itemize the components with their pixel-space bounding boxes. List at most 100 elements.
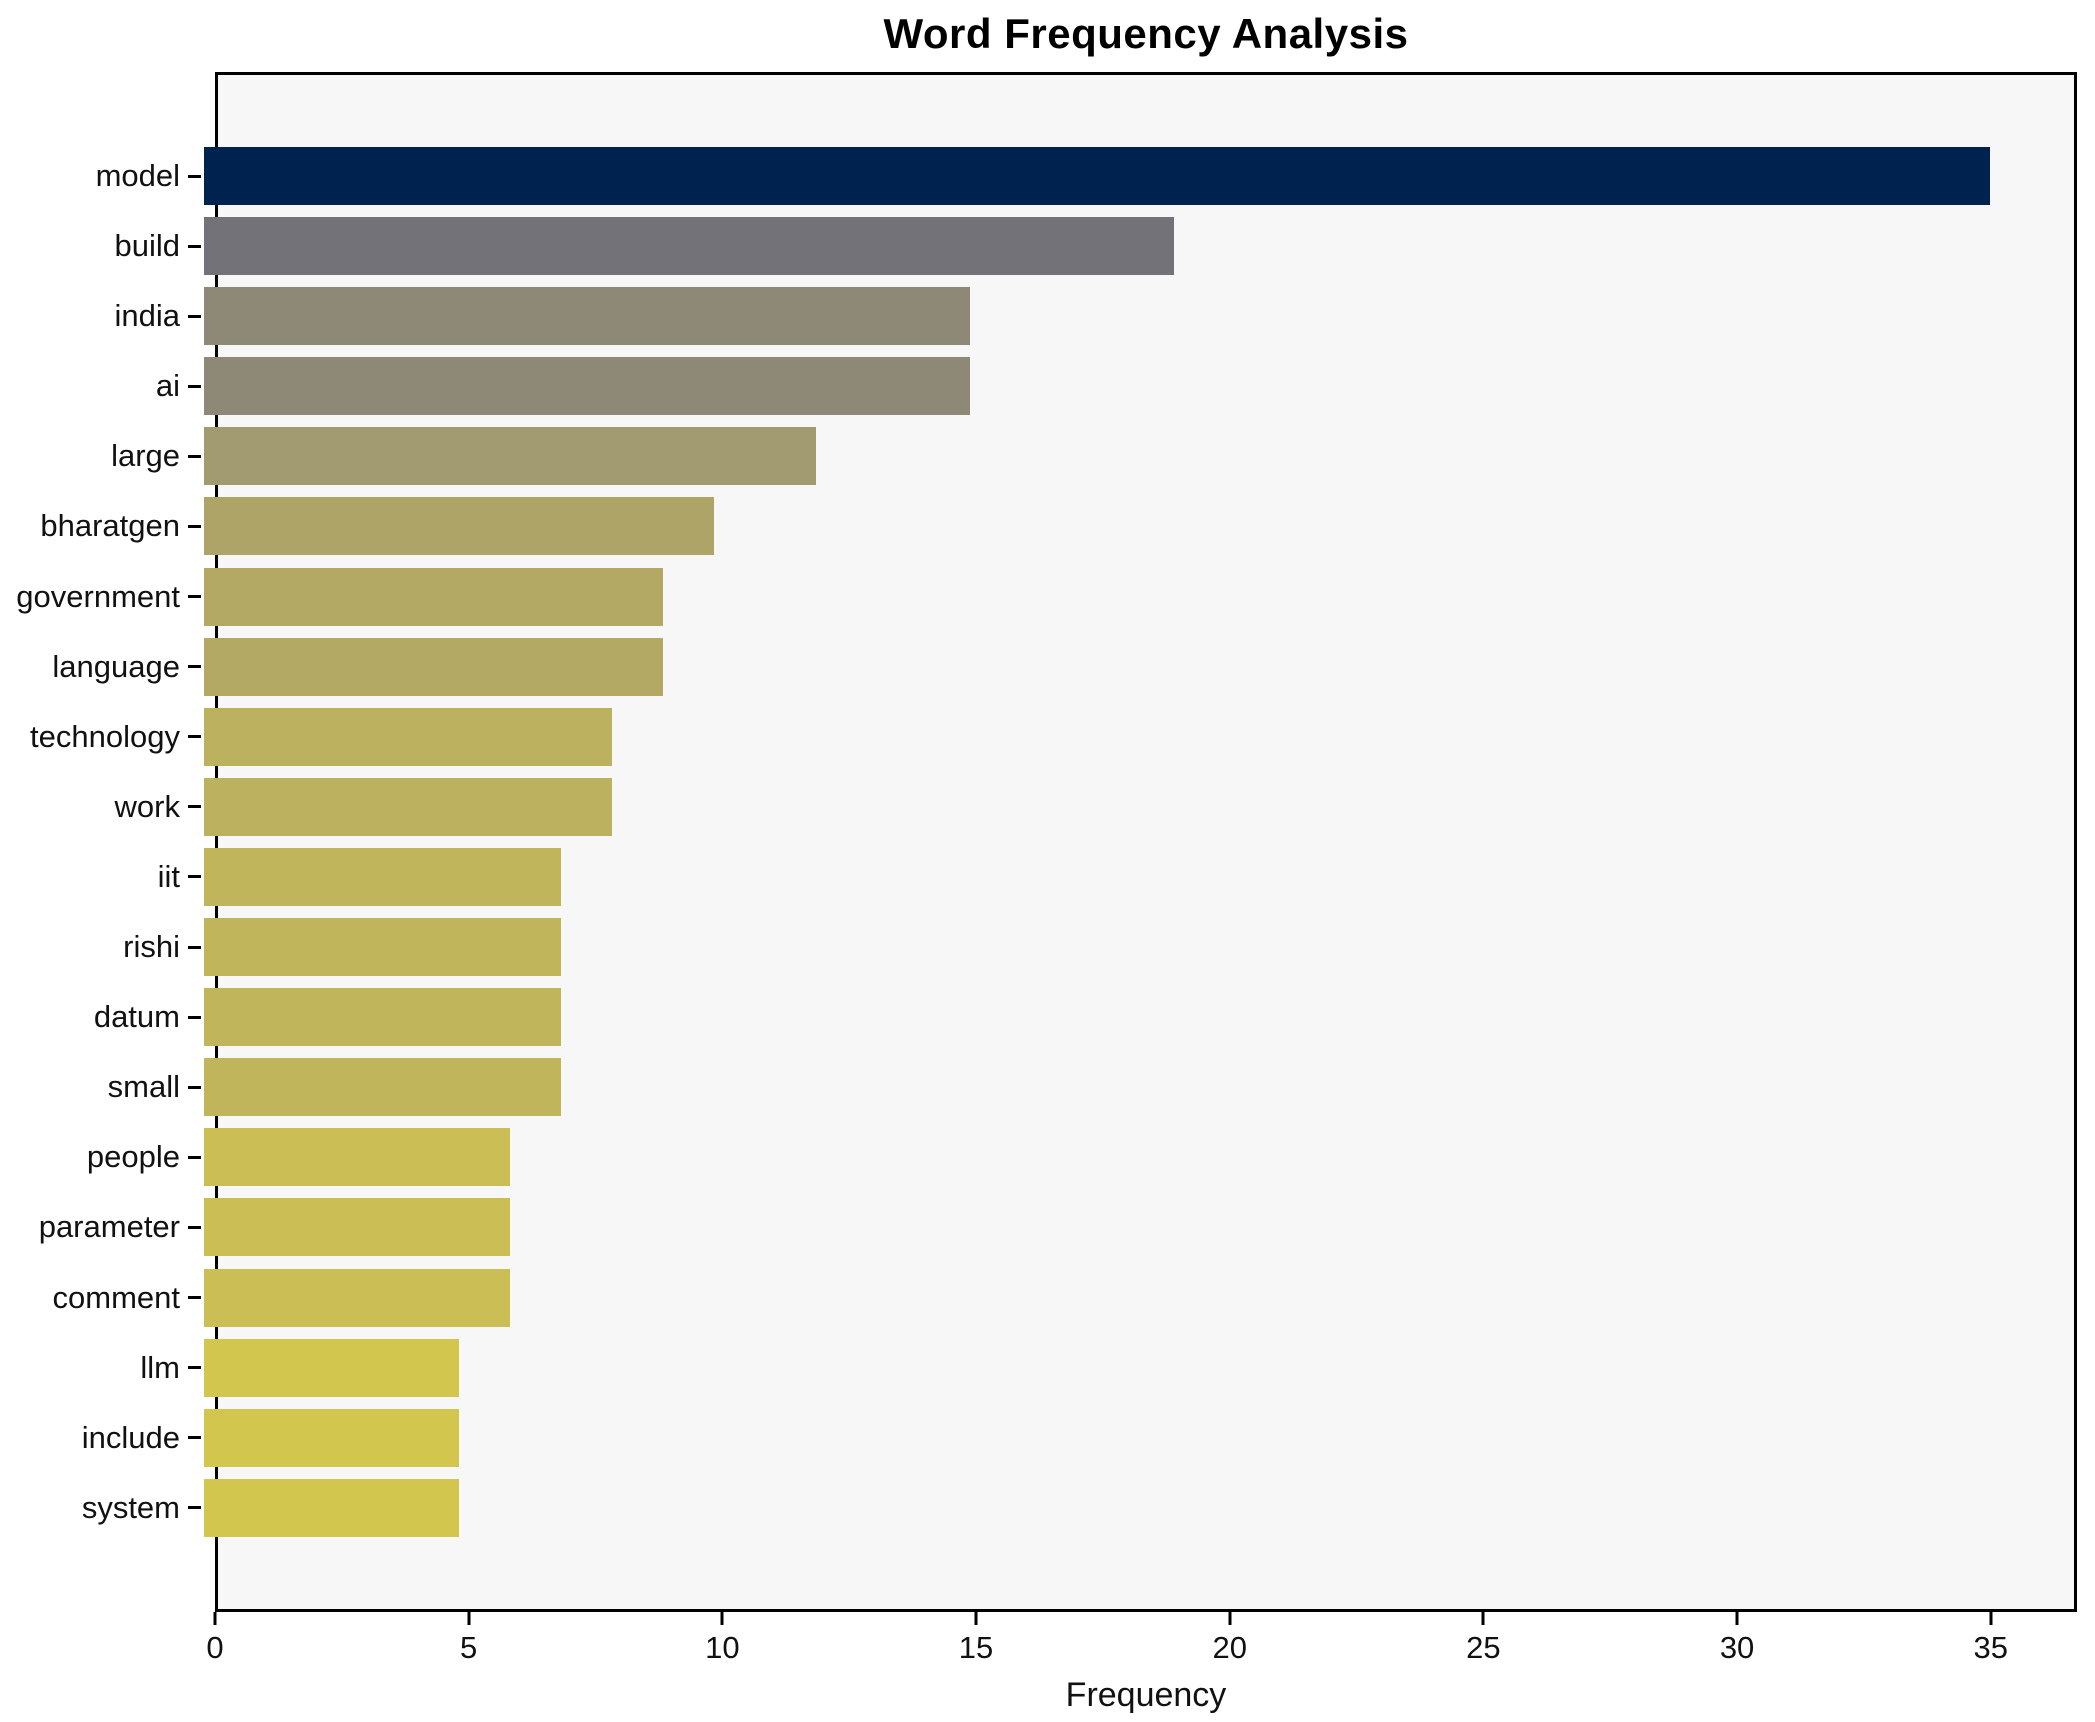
bar-track — [204, 357, 2077, 416]
y-tick-label: datum — [93, 999, 180, 1035]
bar-track — [204, 1478, 2077, 1537]
bars-container: model build india ai large bharatgen governmen… — [0, 141, 2077, 1543]
bar-track — [204, 147, 2077, 205]
bar-track — [204, 1198, 2077, 1257]
bar-track — [204, 497, 2077, 556]
bar-row: people — [0, 1122, 2077, 1192]
x-tick-mark — [1989, 1612, 1993, 1625]
x-tick-mark — [720, 1612, 724, 1625]
bar-row: small — [0, 1052, 2077, 1122]
y-tick-mark — [188, 875, 201, 879]
bar-parameter — [204, 1198, 511, 1257]
y-tick-mark — [188, 1155, 201, 1159]
bar-row: rishi — [0, 912, 2077, 982]
bar-model — [204, 147, 1991, 205]
bar-rishi — [204, 918, 562, 977]
bar-build — [204, 217, 1174, 276]
x-tick-label: 30 — [1719, 1630, 1755, 1665]
bar-india — [204, 287, 970, 346]
y-tick-mark — [188, 244, 201, 248]
x-tick-label: 35 — [1973, 1630, 2008, 1665]
bar-datum — [204, 988, 562, 1047]
chart-title: Word Frequency Analysis — [883, 10, 1409, 57]
bar-row: datum — [0, 982, 2077, 1052]
bar-row: iit — [0, 842, 2077, 912]
y-tick-label: ai — [155, 368, 180, 404]
bar-row: include — [0, 1403, 2077, 1473]
bar-track — [204, 567, 2077, 626]
y-tick-mark — [188, 314, 201, 318]
x-tick-mark — [213, 1612, 217, 1625]
y-tick-label: llm — [140, 1349, 180, 1385]
x-tick-label: 10 — [705, 1630, 740, 1665]
y-tick-mark — [188, 805, 201, 809]
y-tick-mark — [188, 1296, 201, 1299]
y-tick-label: build — [114, 228, 181, 264]
x-tick-mark — [1228, 1612, 1232, 1625]
x-tick-label: 20 — [1212, 1630, 1247, 1665]
x-tick-label: 0 — [206, 1630, 224, 1665]
y-tick-label: small — [107, 1069, 180, 1105]
bar-language — [204, 637, 664, 696]
bar-track — [204, 1128, 2077, 1187]
y-tick-label: model — [95, 158, 180, 193]
bar-track — [204, 217, 2077, 276]
bar-include — [204, 1408, 460, 1467]
bar-row: large — [0, 421, 2077, 491]
bar-track — [204, 637, 2077, 696]
y-tick-label: language — [52, 648, 180, 684]
y-tick-mark — [188, 735, 201, 739]
y-tick-mark — [188, 174, 201, 178]
y-tick-mark — [188, 1436, 201, 1440]
bar-track — [204, 287, 2077, 346]
bar-row: government — [0, 562, 2077, 632]
y-tick-label: large — [111, 438, 180, 474]
bar-row: parameter — [0, 1192, 2077, 1262]
y-tick-label: work — [114, 788, 180, 824]
bar-track — [204, 777, 2077, 836]
bar-row: ai — [0, 351, 2077, 421]
y-tick-mark — [188, 1366, 201, 1370]
bar-row: comment — [0, 1263, 2077, 1333]
bar-track — [204, 1268, 2077, 1327]
y-tick-mark — [188, 1085, 201, 1089]
y-tick-label: india — [114, 298, 181, 334]
bar-bharatgen — [204, 497, 715, 556]
y-tick-mark — [188, 454, 201, 458]
y-tick-label: iit — [157, 858, 180, 894]
bar-comment — [204, 1268, 511, 1327]
bar-row: build — [0, 211, 2077, 281]
bar-row: bharatgen — [0, 491, 2077, 561]
y-tick-mark — [188, 524, 201, 528]
y-tick-mark — [188, 1225, 201, 1229]
y-tick-label: comment — [52, 1279, 180, 1315]
y-tick-mark — [188, 945, 201, 949]
bar-row: model — [0, 141, 2077, 211]
x-tick-mark — [467, 1612, 471, 1625]
bar-track — [204, 1408, 2077, 1467]
bar-row: llm — [0, 1333, 2077, 1403]
y-tick-mark — [188, 1506, 201, 1510]
bar-row: work — [0, 772, 2077, 842]
bar-system — [204, 1478, 460, 1537]
y-tick-label: include — [81, 1419, 180, 1455]
bar-government — [204, 567, 664, 626]
y-tick-label: technology — [30, 718, 180, 754]
bar-track — [204, 427, 2077, 486]
bar-iit — [204, 847, 562, 906]
bar-track — [204, 1338, 2077, 1397]
bar-track — [204, 847, 2077, 906]
bar-small — [204, 1058, 562, 1117]
y-tick-label: people — [86, 1139, 180, 1175]
y-tick-label: government — [16, 578, 180, 614]
y-tick-mark — [188, 384, 201, 388]
x-tick-label: 25 — [1466, 1630, 1501, 1665]
bar-people — [204, 1128, 511, 1187]
bar-track — [204, 707, 2077, 766]
y-tick-label: parameter — [38, 1209, 180, 1245]
bar-ai — [204, 357, 970, 416]
y-tick-label: bharatgen — [40, 508, 180, 544]
y-tick-mark — [188, 595, 201, 599]
y-tick-label: system — [81, 1489, 180, 1525]
bar-row: india — [0, 281, 2077, 351]
